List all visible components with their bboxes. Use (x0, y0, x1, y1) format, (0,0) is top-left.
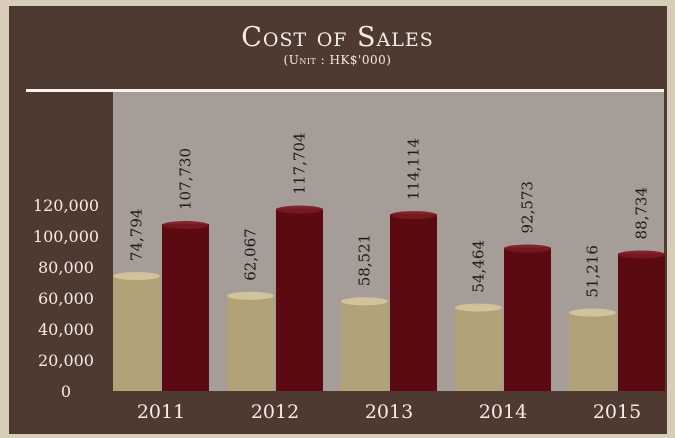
data-label: 51,216 (584, 245, 602, 298)
bars: 74,794 107,730 62,067 117,704 58,521 114,114 5… (113, 133, 665, 391)
y-tick-label: 60,000 (38, 289, 94, 308)
y-tick-label: 20,000 (38, 351, 94, 370)
bar-cap (569, 308, 616, 317)
bar-series-1 (569, 311, 616, 391)
bar-series-1 (227, 294, 274, 391)
data-label: 88,734 (633, 187, 651, 240)
x-tick-label: 2012 (251, 401, 299, 423)
data-label: 62,067 (242, 228, 260, 281)
bar-series-2 (390, 214, 437, 391)
y-tick-label: 120,000 (33, 196, 99, 215)
bar-cap (276, 205, 323, 214)
bar-series-1 (341, 300, 388, 391)
chart-title: Cost of Sales (241, 22, 434, 53)
title-divider (26, 89, 664, 92)
bar-cap (504, 244, 551, 253)
bar-cap (618, 250, 665, 259)
x-tick-label: 2014 (479, 401, 527, 423)
x-axis-labels: 2011 2012 2013 2014 2015 (137, 401, 641, 423)
bar-series-2 (504, 247, 551, 391)
data-label: 114,114 (405, 138, 423, 200)
x-tick-label: 2015 (593, 401, 641, 423)
data-label: 92,573 (519, 181, 537, 234)
bar-cap (113, 272, 160, 281)
bar-cap (455, 303, 502, 312)
chart-subtitle: (Unit : HK$'000) (283, 53, 392, 67)
bar-series-2 (618, 253, 665, 391)
bar-series-1 (455, 306, 502, 391)
y-tick-label: 100,000 (33, 227, 99, 246)
bar-cap (390, 211, 437, 220)
y-tick-label: 40,000 (38, 320, 94, 339)
bar-series-2 (276, 208, 323, 391)
y-tick-label: 0 (61, 382, 71, 401)
x-tick-label: 2011 (137, 401, 185, 423)
bar-cap (227, 291, 274, 300)
data-label: 117,704 (291, 133, 309, 195)
data-label: 107,730 (177, 148, 195, 210)
bar-cap (162, 221, 209, 230)
bar-series-2 (162, 224, 209, 391)
data-label: 54,464 (470, 240, 488, 293)
data-label: 74,794 (128, 209, 146, 262)
bar-cap (341, 297, 388, 306)
x-tick-label: 2013 (365, 401, 413, 423)
y-tick-label: 80,000 (38, 258, 94, 277)
y-axis-ticks: 0 20,000 40,000 60,000 80,000 100,000 120,000 (33, 196, 99, 401)
bar-series-1 (113, 275, 160, 391)
data-label: 58,521 (356, 234, 374, 287)
